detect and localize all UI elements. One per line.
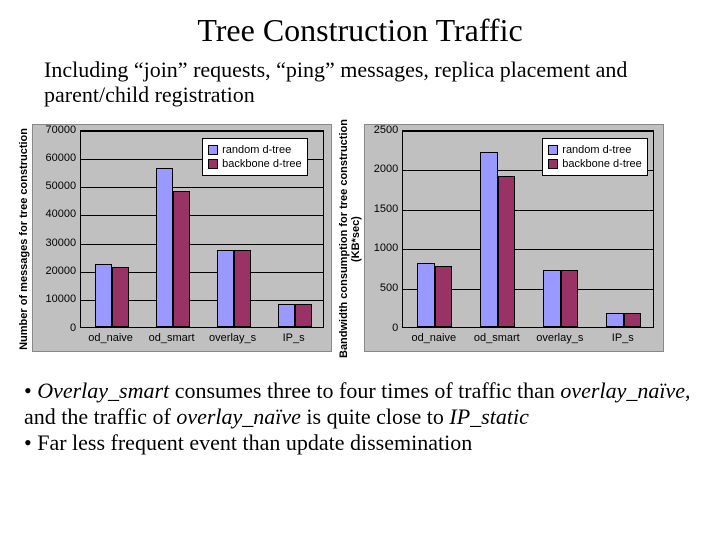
legend-swatch (208, 159, 218, 169)
charts-row: Number of messages for tree construction… (16, 114, 696, 364)
intro-text: Including “join” requests, “ping” messag… (44, 57, 696, 108)
legend-item-backbone: backbone d-tree (548, 158, 642, 170)
bar-series2 (435, 266, 453, 327)
term-overlay-smart: Overlay_smart (37, 378, 169, 403)
y-tick-label: 0 (70, 322, 80, 334)
legend-item-backbone: backbone d-tree (208, 158, 302, 170)
bar-series1 (95, 264, 112, 326)
legend-label: random d-tree (222, 144, 291, 156)
legend-label: backbone d-tree (222, 158, 302, 170)
x-tick-label: od_naive (88, 328, 133, 344)
y-tick-label: 60000 (46, 152, 81, 164)
y-tick-label: 0 (392, 322, 402, 334)
term-overlay-naive-1: overlay_naïve (560, 378, 685, 403)
gridline (81, 215, 323, 216)
bar-series1 (156, 168, 173, 326)
bar-series2 (561, 270, 579, 327)
legend-item-random: random d-tree (548, 144, 642, 156)
gridline (403, 131, 653, 132)
bar-series2 (624, 313, 642, 326)
legend: random d-tree backbone d-tree (542, 138, 648, 176)
bar-series1 (543, 270, 561, 327)
bar-series2 (173, 191, 190, 327)
bar-series1 (278, 304, 295, 327)
chart2-box: 0 500 1000 1500 2000 2500 od_naive od_smart over… (364, 124, 664, 354)
y-tick-label: 20000 (46, 265, 81, 277)
slide: Tree Construction Traffic Including “joi… (0, 0, 720, 540)
y-tick-label: 500 (380, 282, 402, 294)
bar-series2 (295, 304, 312, 327)
legend-swatch (548, 145, 558, 155)
gridline (403, 249, 653, 250)
chart2-ylabel: Bandwidth consumption for tree construct… (336, 114, 364, 364)
bar-series2 (112, 267, 129, 326)
gridline (81, 187, 323, 188)
bar-series1 (606, 313, 624, 326)
y-tick-label: 30000 (46, 237, 81, 249)
legend-swatch (548, 159, 558, 169)
x-tick-label: overlay_s (209, 328, 256, 344)
x-tick-label: od_smart (474, 328, 520, 344)
gridline (81, 244, 323, 245)
bar-series2 (234, 250, 251, 326)
bullet-1: • Overlay_smart consumes three to four t… (24, 378, 696, 431)
legend-label: random d-tree (562, 144, 631, 156)
term-ip-static: IP_static (449, 404, 528, 429)
gridline (403, 210, 653, 211)
bar-series1 (217, 250, 234, 326)
legend: random d-tree backbone d-tree (202, 138, 308, 176)
y-tick-label: 1000 (374, 242, 402, 254)
legend-label: backbone d-tree (562, 158, 642, 170)
bullet-2: • Far less frequent event than update di… (24, 430, 696, 456)
term-overlay-naive-2: overlay_naïve (176, 404, 301, 429)
chart-bandwidth: Bandwidth consumption for tree construct… (336, 114, 664, 364)
y-tick-label: 2000 (374, 163, 402, 175)
bar-series2 (498, 176, 516, 326)
x-tick-label: overlay_s (536, 328, 583, 344)
legend-item-random: random d-tree (208, 144, 302, 156)
chart1-box: 0 10000 20000 30000 40000 50000 60000 70000 od_n… (32, 124, 332, 354)
x-tick-label: IP_s (612, 328, 634, 344)
legend-swatch (208, 145, 218, 155)
gridline (81, 131, 323, 132)
y-tick-label: 1500 (374, 203, 402, 215)
y-tick-label: 50000 (46, 180, 81, 192)
bullet-list: • Overlay_smart consumes three to four t… (24, 378, 696, 457)
y-tick-label: 40000 (46, 208, 81, 220)
y-tick-label: 2500 (374, 124, 402, 136)
y-tick-label: 70000 (46, 124, 81, 136)
bar-series1 (480, 152, 498, 326)
bar-series1 (417, 263, 435, 326)
x-tick-label: od_naive (411, 328, 456, 344)
x-tick-label: IP_s (283, 328, 305, 344)
slide-title: Tree Construction Traffic (24, 12, 696, 49)
y-tick-label: 10000 (46, 293, 81, 305)
chart-messages: Number of messages for tree construction… (16, 114, 332, 364)
chart1-ylabel: Number of messages for tree construction (16, 128, 32, 350)
x-tick-label: od_smart (149, 328, 195, 344)
